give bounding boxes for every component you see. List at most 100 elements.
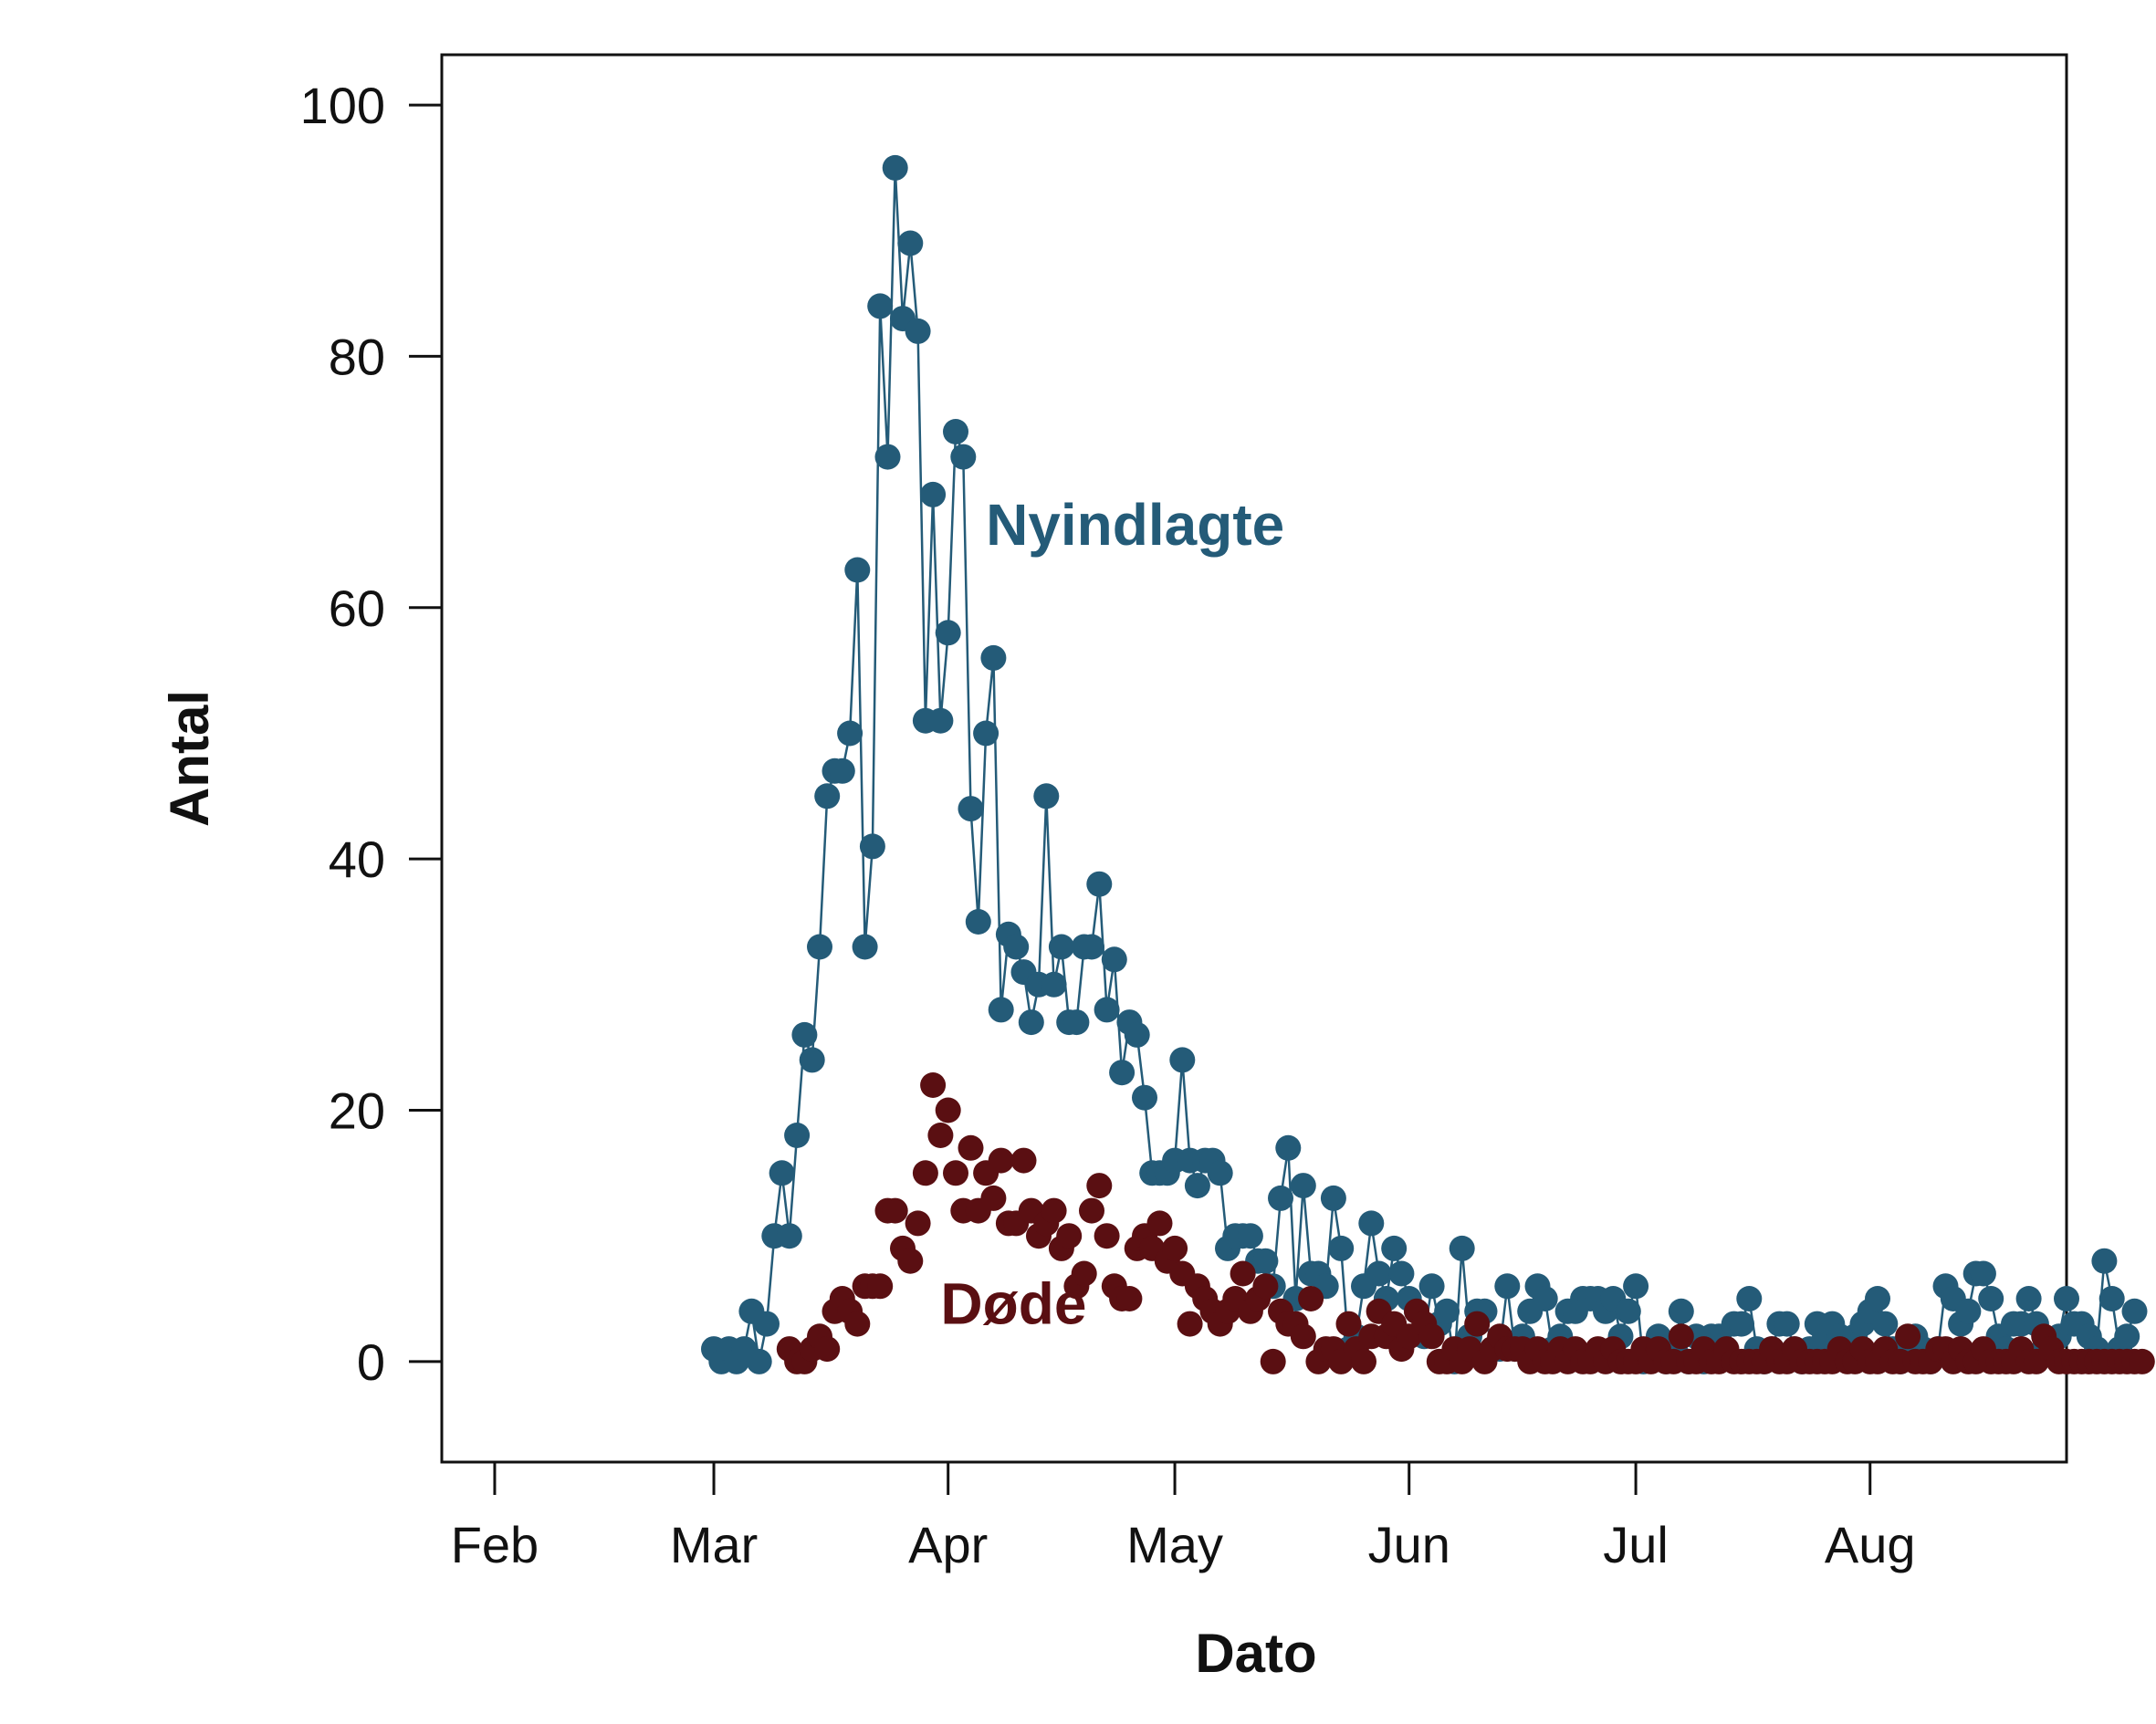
data-point-nyindlagte	[1124, 1021, 1150, 1048]
series-d-de	[776, 1072, 2155, 1374]
data-point-nyindlagte	[1434, 1298, 1460, 1324]
data-point-nyindlagte	[1132, 1084, 1157, 1111]
data-point-nyindlagte	[1366, 1260, 1392, 1287]
data-point-d-de	[814, 1336, 841, 1363]
data-point-nyindlagte	[2114, 1323, 2140, 1350]
data-point-d-de	[927, 1123, 954, 1148]
data-point-d-de	[1177, 1311, 1203, 1337]
series-nyindlagte	[701, 154, 2148, 1374]
x-tick-label: Jun	[1368, 1516, 1450, 1573]
x-axis-title: Dato	[1195, 1623, 1316, 1684]
data-point-nyindlagte	[1978, 1286, 2004, 1311]
data-point-nyindlagte	[1094, 997, 1120, 1023]
data-point-nyindlagte	[1955, 1298, 1982, 1324]
data-point-d-de	[867, 1273, 894, 1300]
data-point-nyindlagte	[1774, 1311, 1800, 1337]
x-tick-label: Aug	[1825, 1516, 1916, 1573]
data-point-nyindlagte	[1033, 783, 1060, 810]
data-point-nyindlagte	[1872, 1311, 1899, 1337]
x-tick-label: Apr	[908, 1516, 988, 1573]
x-tick-label: Mar	[670, 1516, 758, 1573]
data-point-d-de	[943, 1160, 968, 1186]
data-point-d-de	[1260, 1348, 1286, 1374]
y-tick-label: 80	[329, 328, 385, 385]
data-point-d-de	[2129, 1348, 2155, 1374]
data-point-nyindlagte	[1063, 1009, 1090, 1036]
data-point-nyindlagte	[859, 833, 885, 860]
data-point-nyindlagte	[784, 1123, 811, 1148]
data-point-nyindlagte	[935, 620, 961, 646]
data-point-nyindlagte	[874, 444, 901, 470]
data-point-nyindlagte	[1358, 1210, 1385, 1237]
data-point-nyindlagte	[837, 720, 863, 747]
data-point-nyindlagte	[1381, 1235, 1408, 1261]
data-point-d-de	[1086, 1173, 1113, 1199]
data-point-d-de	[882, 1197, 908, 1224]
data-point-nyindlagte	[1494, 1273, 1521, 1300]
y-tick-label: 0	[357, 1333, 385, 1391]
data-point-nyindlagte	[1101, 946, 1127, 973]
x-tick-label: Feb	[451, 1516, 539, 1573]
data-point-nyindlagte	[1109, 1060, 1136, 1086]
x-tick-label: Jul	[1603, 1516, 1669, 1573]
data-point-nyindlagte	[1328, 1235, 1355, 1261]
data-point-nyindlagte	[2015, 1286, 2042, 1311]
data-point-nyindlagte	[746, 1348, 772, 1374]
x-tick-label: May	[1126, 1516, 1223, 1573]
data-point-nyindlagte	[1729, 1311, 1754, 1337]
data-point-nyindlagte	[867, 293, 894, 319]
data-point-nyindlagte	[1184, 1173, 1210, 1199]
data-point-d-de	[1056, 1223, 1083, 1249]
data-point-nyindlagte	[1237, 1223, 1263, 1249]
data-point-nyindlagte	[799, 1047, 825, 1073]
y-tick-label: 40	[329, 831, 385, 888]
data-point-nyindlagte	[1970, 1260, 1996, 1287]
data-point-nyindlagte	[1003, 934, 1030, 960]
data-point-d-de	[1298, 1286, 1324, 1311]
data-point-nyindlagte	[807, 934, 832, 960]
data-point-nyindlagte	[2091, 1248, 2118, 1274]
data-point-nyindlagte	[1736, 1286, 1763, 1311]
data-point-nyindlagte	[1169, 1047, 1196, 1073]
y-axis: 0 20 40 60 80 100	[300, 77, 442, 1391]
data-point-nyindlagte	[829, 758, 855, 784]
data-point-nyindlagte	[1041, 971, 1067, 998]
data-point-d-de	[1116, 1286, 1143, 1311]
data-point-nyindlagte	[814, 783, 841, 810]
data-point-nyindlagte	[1449, 1235, 1475, 1261]
series-label: Nyindlagte	[986, 492, 1284, 558]
data-point-d-de	[1252, 1273, 1279, 1300]
data-point-nyindlagte	[920, 481, 947, 507]
data-point-nyindlagte	[1018, 1009, 1044, 1036]
data-point-nyindlagte	[776, 1223, 802, 1249]
data-point-d-de	[1290, 1323, 1316, 1350]
x-axis: Feb Mar Apr May Jun Jul Aug	[451, 1462, 1916, 1573]
data-point-d-de	[897, 1248, 924, 1274]
data-point-nyindlagte	[791, 1021, 818, 1048]
data-point-d-de	[905, 1210, 931, 1237]
data-point-nyindlagte	[1086, 871, 1113, 897]
data-point-nyindlagte	[1275, 1134, 1302, 1161]
data-point-d-de	[1010, 1147, 1037, 1174]
data-point-nyindlagte	[897, 230, 924, 256]
data-point-nyindlagte	[2054, 1286, 2079, 1311]
data-point-d-de	[1464, 1311, 1491, 1337]
data-point-nyindlagte	[943, 419, 968, 444]
y-axis-title: Antal	[159, 690, 220, 827]
data-point-d-de	[844, 1311, 871, 1337]
data-point-nyindlagte	[950, 444, 977, 470]
data-point-nyindlagte	[1048, 934, 1074, 960]
data-point-nyindlagte	[844, 557, 871, 583]
data-point-d-de	[980, 1185, 1007, 1211]
data-point-nyindlagte	[1418, 1273, 1445, 1300]
y-tick-label: 100	[300, 77, 385, 134]
data-point-nyindlagte	[754, 1311, 780, 1337]
data-point-nyindlagte	[882, 154, 908, 181]
data-point-nyindlagte	[973, 720, 1000, 747]
data-point-nyindlagte	[1252, 1248, 1279, 1274]
data-point-nyindlagte	[2121, 1298, 2148, 1324]
series-label: Døde	[940, 1271, 1086, 1337]
data-point-d-de	[958, 1134, 984, 1161]
y-tick-label: 20	[329, 1082, 385, 1140]
